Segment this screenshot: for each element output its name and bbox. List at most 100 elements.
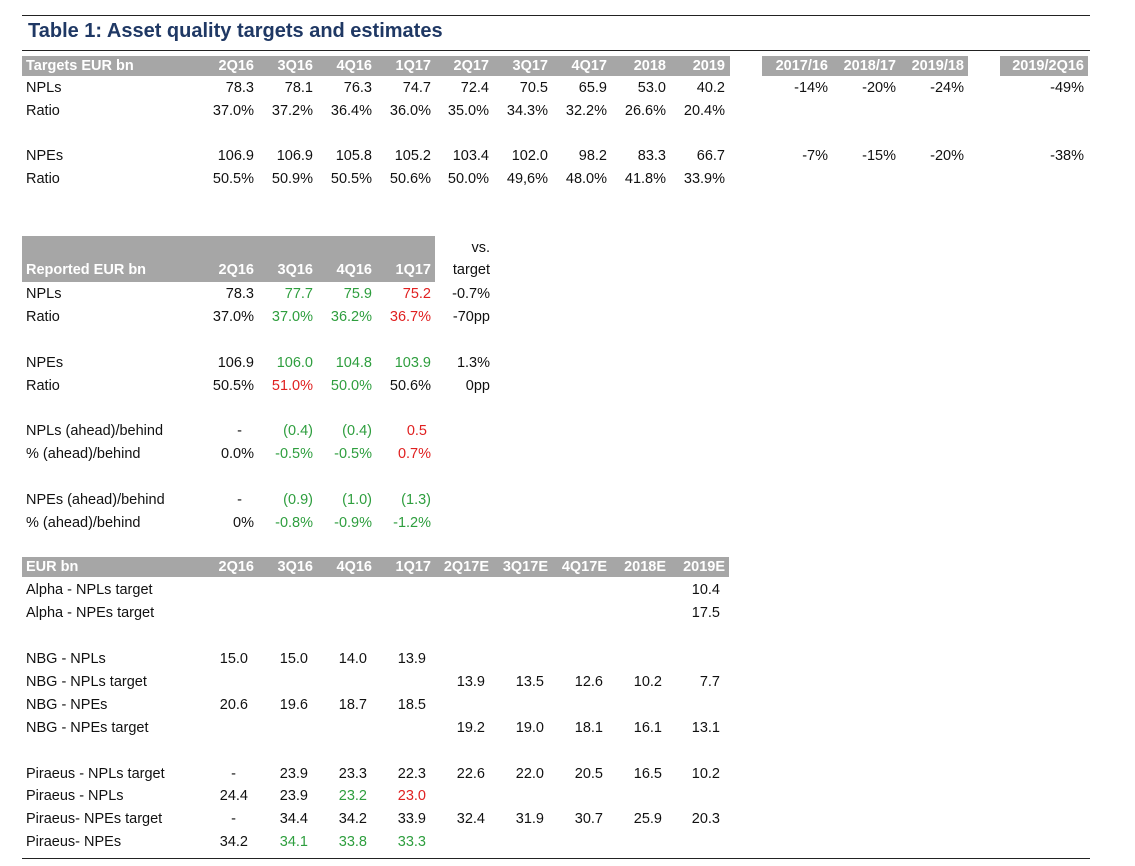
cell: 33.9 bbox=[397, 811, 426, 827]
change-cell: -20% bbox=[862, 80, 896, 96]
cell: 34.2 bbox=[219, 834, 248, 850]
column-header: 2018 bbox=[633, 58, 666, 74]
cell: 66.7 bbox=[696, 148, 725, 164]
cell: 50.5% bbox=[330, 171, 372, 187]
cell: 23.9 bbox=[279, 788, 308, 804]
cell: 35.0% bbox=[447, 103, 489, 119]
change-column-header: 2017/16 bbox=[775, 58, 828, 74]
change-cell: -15% bbox=[862, 148, 896, 164]
column-header: 2Q17 bbox=[453, 58, 489, 74]
cell: 25.9 bbox=[633, 811, 662, 827]
row-label: NPEs bbox=[26, 148, 64, 164]
top-rule bbox=[22, 15, 1090, 16]
cell: 37.0% bbox=[212, 309, 254, 325]
cell: 13.5 bbox=[515, 674, 544, 690]
column-header: 3Q16 bbox=[277, 58, 313, 74]
column-header: 2019E bbox=[683, 559, 725, 575]
cell: 19.0 bbox=[515, 720, 544, 736]
cell: - bbox=[231, 766, 236, 782]
row-label: NBG - NPLs bbox=[26, 651, 106, 667]
cell: - bbox=[237, 423, 242, 439]
column-header: 2Q16 bbox=[218, 262, 254, 278]
cell: 23.2 bbox=[338, 788, 367, 804]
cell: 103.4 bbox=[452, 148, 489, 164]
banks-header-bar bbox=[22, 557, 729, 577]
cell: 32.2% bbox=[565, 103, 607, 119]
cell: 12.6 bbox=[574, 674, 603, 690]
cell: 31.9 bbox=[515, 811, 544, 827]
cell: 50.0% bbox=[330, 378, 372, 394]
cell: 13.9 bbox=[397, 651, 426, 667]
cell: 72.4 bbox=[460, 80, 489, 96]
cell: 50.9% bbox=[271, 171, 313, 187]
cell: 102.0 bbox=[511, 148, 548, 164]
cell: 50.5% bbox=[212, 378, 254, 394]
total-cell: -49% bbox=[1050, 80, 1084, 96]
cell: 37.0% bbox=[212, 103, 254, 119]
cell: 78.3 bbox=[225, 286, 254, 302]
cell: 74.7 bbox=[402, 80, 431, 96]
column-header: 2018E bbox=[624, 559, 666, 575]
column-header: 1Q17 bbox=[395, 58, 431, 74]
cell: 98.2 bbox=[578, 148, 607, 164]
cell: 75.9 bbox=[343, 286, 372, 302]
cell: 75.2 bbox=[402, 286, 431, 302]
column-header: 3Q17 bbox=[512, 58, 548, 74]
row-label: Alpha - NPEs target bbox=[26, 605, 155, 621]
cell: 36.0% bbox=[389, 103, 431, 119]
reported-header-bar bbox=[22, 236, 435, 282]
cell: 14.0 bbox=[338, 651, 367, 667]
column-header: 4Q16 bbox=[336, 262, 372, 278]
cell: 78.3 bbox=[225, 80, 254, 96]
vs-cell: 0pp bbox=[465, 378, 490, 394]
cell: 33.9% bbox=[683, 171, 725, 187]
row-label: Piraeus- NPEs bbox=[26, 834, 122, 850]
cell: (0.4) bbox=[342, 423, 372, 439]
column-header: 1Q17 bbox=[395, 262, 431, 278]
cell: 50.0% bbox=[447, 171, 489, 187]
cell: 78.1 bbox=[284, 80, 313, 96]
cell: 23.0 bbox=[397, 788, 426, 804]
reported-header-label: Reported EUR bn bbox=[26, 262, 147, 278]
column-header: 2Q16 bbox=[218, 559, 254, 575]
cell: 22.0 bbox=[515, 766, 544, 782]
cell: 106.9 bbox=[217, 355, 254, 371]
row-label: NPLs bbox=[26, 286, 62, 302]
cell: 37.0% bbox=[271, 309, 313, 325]
cell: 32.4 bbox=[456, 811, 485, 827]
cell: 0% bbox=[233, 515, 254, 531]
total-cell: -38% bbox=[1050, 148, 1084, 164]
row-label: Ratio bbox=[26, 171, 60, 187]
title-rule bbox=[22, 50, 1090, 51]
cell: 23.9 bbox=[279, 766, 308, 782]
column-header: 4Q16 bbox=[336, 58, 372, 74]
column-header: 3Q17E bbox=[502, 559, 548, 575]
cell: 50.6% bbox=[389, 171, 431, 187]
cell: 40.2 bbox=[696, 80, 725, 96]
vs-header-bottom: target bbox=[452, 262, 490, 278]
row-label: NBG - NPEs bbox=[26, 697, 108, 713]
cell: 104.8 bbox=[335, 355, 372, 371]
cell: 20.6 bbox=[219, 697, 248, 713]
cell: 18.1 bbox=[574, 720, 603, 736]
total-column-header: 2019/2Q16 bbox=[1012, 58, 1084, 74]
cell: 83.3 bbox=[637, 148, 666, 164]
cell: 34.3% bbox=[506, 103, 548, 119]
column-header: 2Q16 bbox=[218, 58, 254, 74]
cell: 22.3 bbox=[397, 766, 426, 782]
change-cell: -24% bbox=[930, 80, 964, 96]
change-column-header: 2019/18 bbox=[911, 58, 964, 74]
column-header: 2019 bbox=[692, 58, 725, 74]
cell: -1.2% bbox=[393, 515, 431, 531]
cell: 17.5 bbox=[691, 605, 720, 621]
cell: 13.1 bbox=[691, 720, 720, 736]
cell: 0.7% bbox=[397, 446, 431, 462]
column-header: 4Q16 bbox=[336, 559, 372, 575]
cell: 19.2 bbox=[456, 720, 485, 736]
column-header: 4Q17 bbox=[571, 58, 607, 74]
cell: 105.8 bbox=[335, 148, 372, 164]
cell: -0.8% bbox=[275, 515, 313, 531]
cell: 105.2 bbox=[394, 148, 431, 164]
change-cell: -7% bbox=[802, 148, 828, 164]
column-header: 1Q17 bbox=[395, 559, 431, 575]
